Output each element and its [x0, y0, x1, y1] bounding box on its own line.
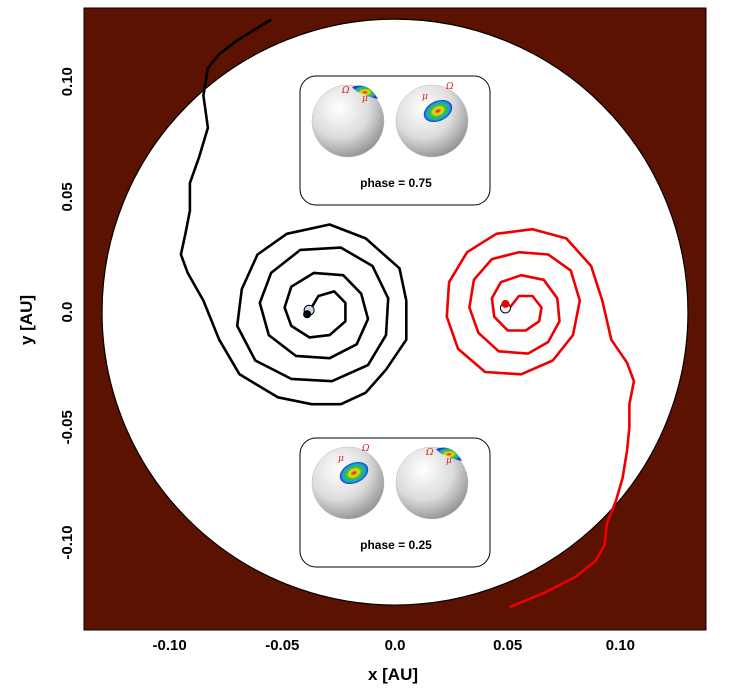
x-axis-label: x [AU]	[368, 665, 418, 684]
x-tick-label: 0.05	[493, 637, 522, 654]
omega-symbol: Ω	[341, 86, 350, 96]
y-tick-label: -0.05	[59, 410, 76, 444]
y-tick-label: 0.05	[59, 182, 76, 211]
plot-frame	[83, 7, 707, 631]
y-tick-label: -0.10	[59, 525, 76, 559]
inset-phase-label: phase = 0.75	[360, 176, 432, 190]
y-tick-label: 0.0	[59, 302, 76, 323]
spot-mid	[423, 99, 453, 123]
x-tick-label: -0.05	[265, 637, 299, 654]
omega-symbol: Ω	[361, 444, 370, 454]
series-2-line	[445, 227, 636, 609]
y-tick-label: 0.10	[59, 67, 76, 96]
star-sphere	[311, 84, 385, 158]
y-axis-label: y [AU]	[17, 295, 36, 345]
omega-symbol: Ω	[425, 448, 434, 458]
series-1-line	[179, 18, 408, 406]
x-tick-label: 0.0	[385, 637, 406, 654]
series-2-star-marker	[501, 299, 510, 308]
omega-symbol: Ω	[445, 82, 454, 92]
mu-symbol: μ	[338, 454, 344, 464]
inset-phase-label: phase = 0.25	[360, 538, 432, 552]
spot-polar	[436, 447, 462, 461]
x-tick-label: -0.10	[153, 637, 187, 654]
accretion-disk	[101, 18, 689, 606]
x-tick-label: 0.10	[606, 637, 635, 654]
mu-symbol: μ	[362, 94, 368, 104]
spot-polar	[352, 85, 378, 99]
mu-symbol: μ	[422, 92, 428, 102]
spot-mid	[339, 461, 369, 485]
mu-symbol: μ	[446, 456, 452, 466]
star-sphere	[395, 446, 469, 520]
inset-2: μ Ω Ωμ phase = 0.25	[299, 437, 491, 568]
series-1-star-marker	[303, 310, 312, 319]
